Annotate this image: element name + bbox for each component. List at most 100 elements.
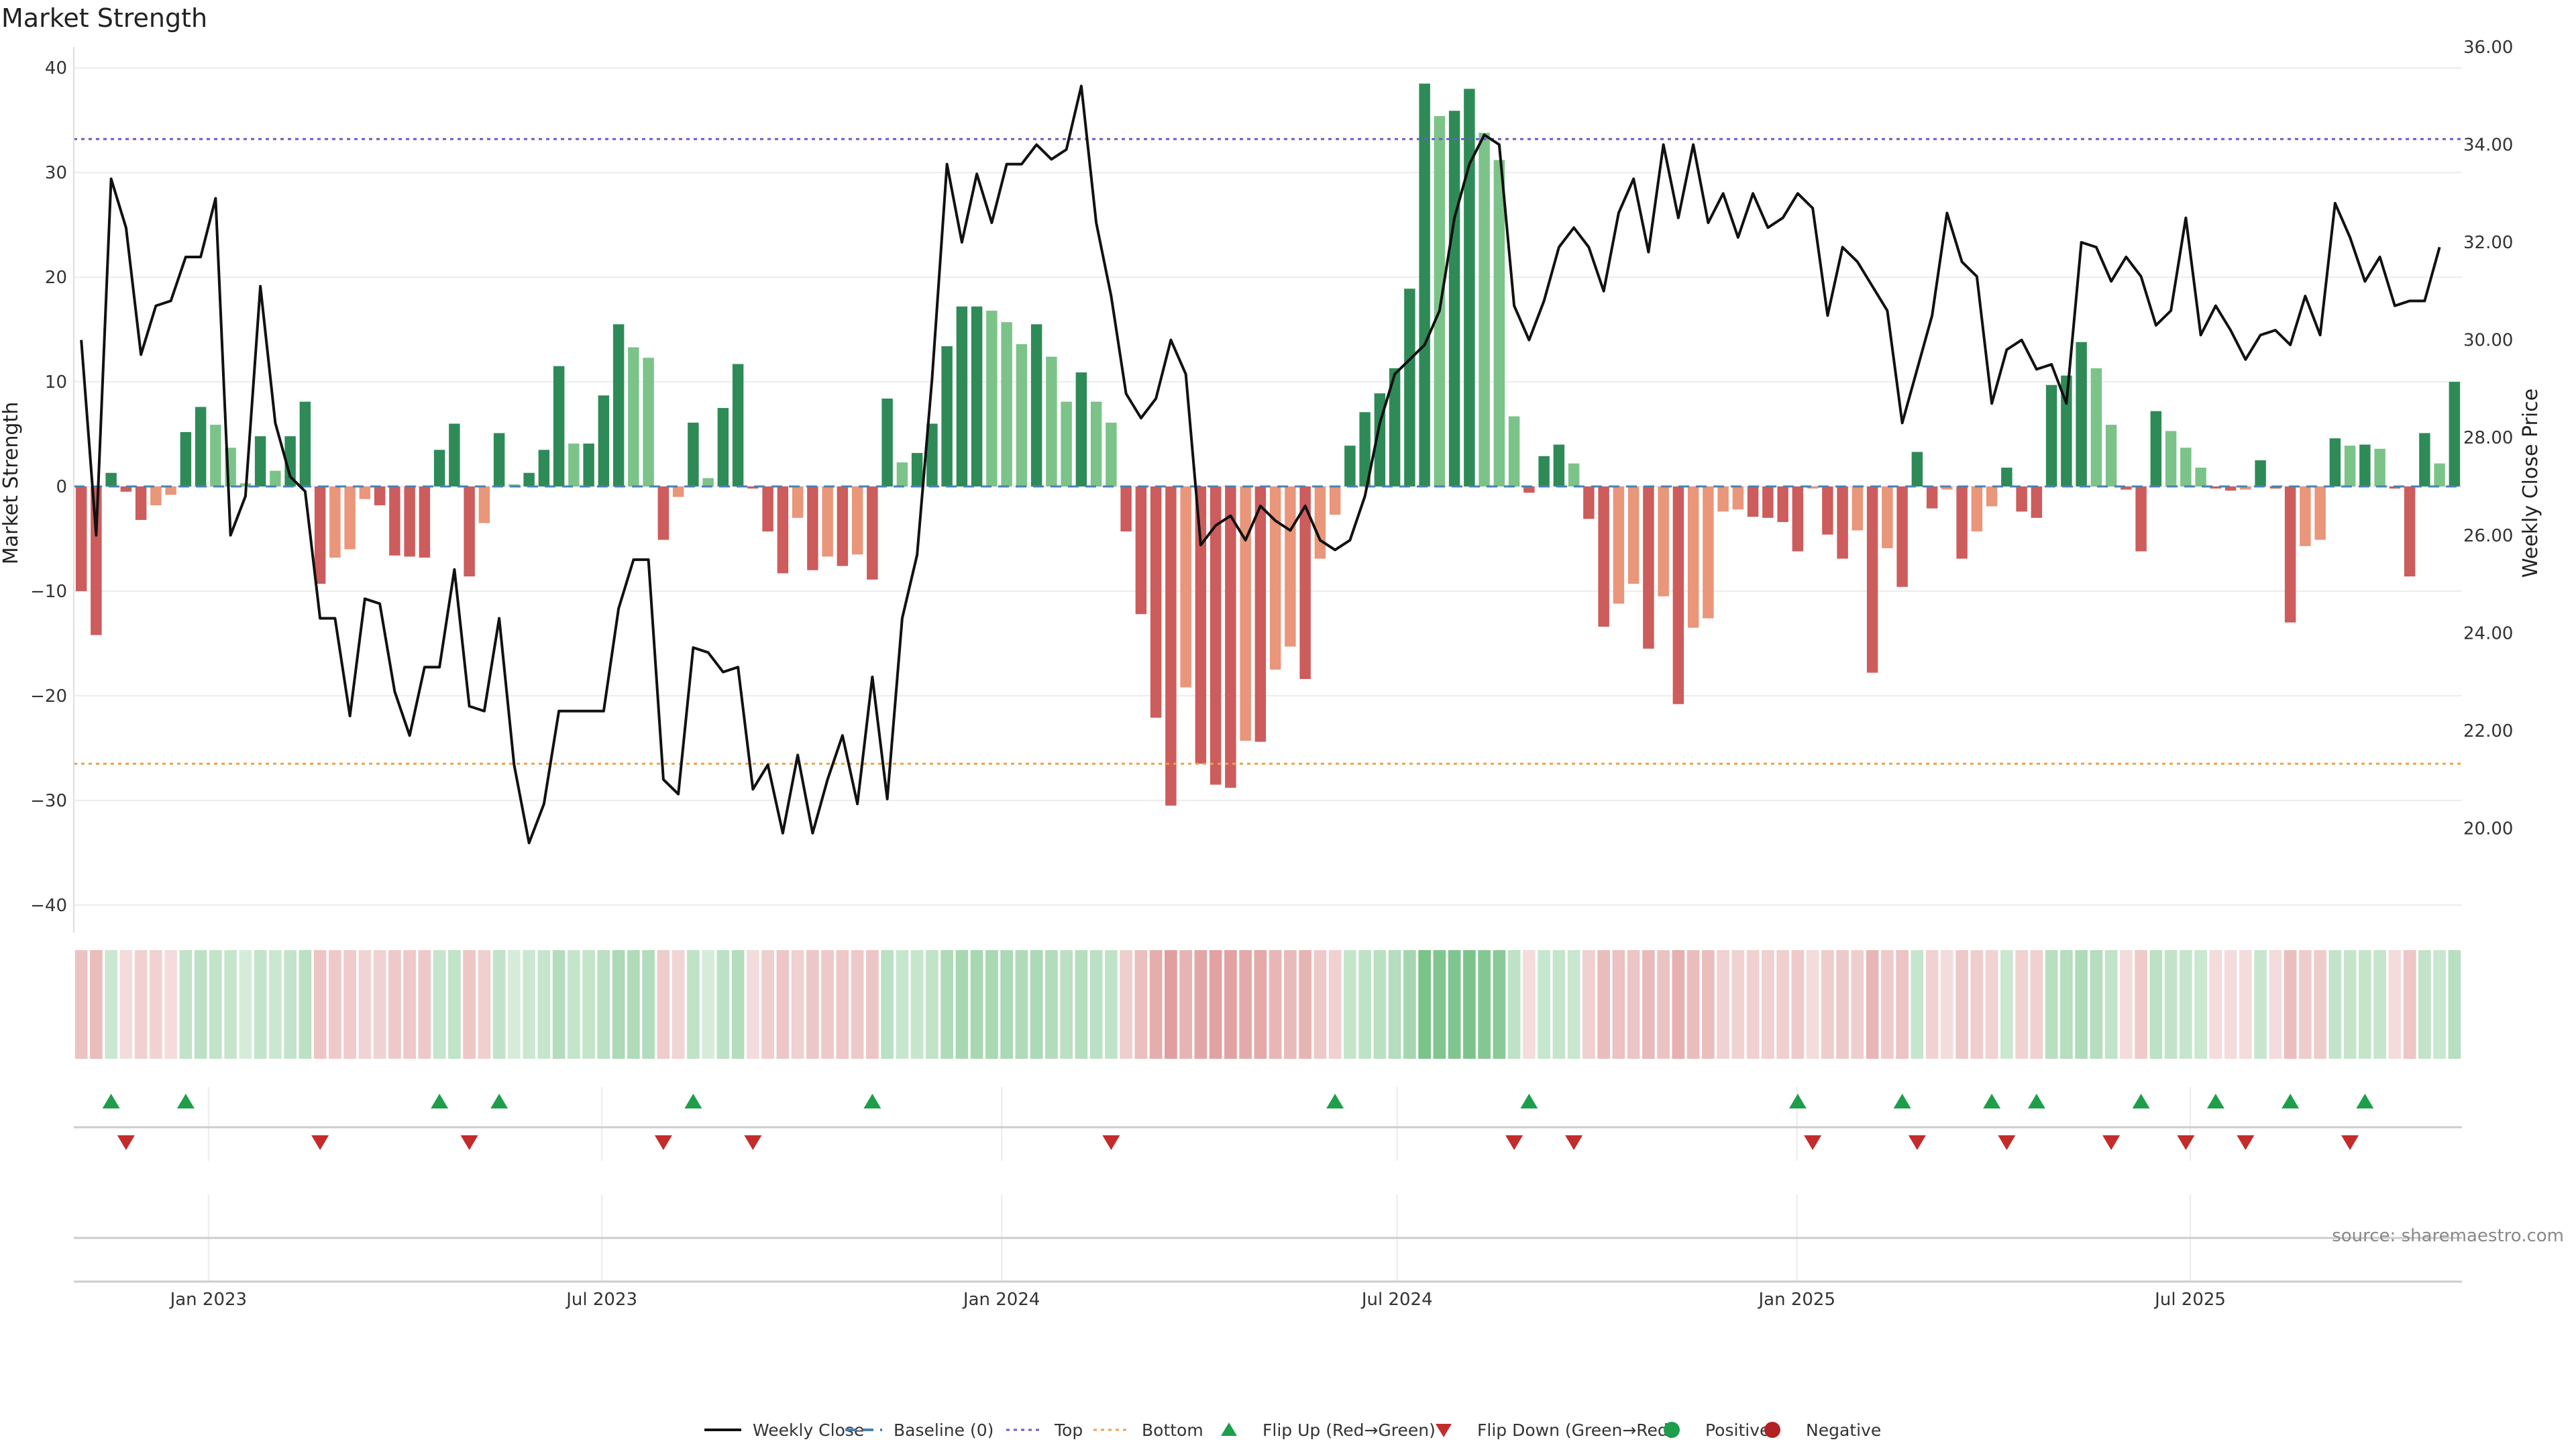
heat-cell xyxy=(2149,950,2163,1059)
strength-bar xyxy=(299,401,311,486)
heat-cell xyxy=(1567,950,1580,1059)
strength-bar xyxy=(165,486,176,495)
source-label: source: sharemaestro.com xyxy=(2332,1226,2564,1246)
strength-bar xyxy=(598,395,610,486)
strength-bar xyxy=(956,306,968,486)
strength-bar xyxy=(911,453,923,486)
strength-bar xyxy=(75,486,87,591)
strength-bar xyxy=(1538,456,1550,486)
heat-cell xyxy=(1120,950,1132,1059)
heat-cell xyxy=(2269,950,2282,1059)
heat-cell xyxy=(1941,950,1953,1059)
strength-bar xyxy=(1941,486,1953,490)
heat-cell xyxy=(1702,950,1715,1059)
heat-cell xyxy=(343,950,356,1059)
heat-cell xyxy=(2224,950,2237,1059)
strength-bar xyxy=(2404,486,2416,577)
left-tick-label: 40 xyxy=(45,58,67,79)
heat-cell xyxy=(1313,950,1327,1059)
strength-bar xyxy=(1926,486,1938,509)
strength-bar xyxy=(2165,431,2177,486)
strength-bar xyxy=(1837,486,1848,559)
heat-cell xyxy=(463,950,476,1059)
heat-cell xyxy=(1179,950,1192,1059)
heat-cell xyxy=(1299,950,1311,1059)
strength-bar xyxy=(1896,486,1908,587)
heat-cell xyxy=(2343,950,2357,1059)
strength-bar xyxy=(1658,486,1669,597)
strength-bar xyxy=(1210,486,1222,785)
heat-cell xyxy=(2239,950,2252,1059)
strength-bar xyxy=(1956,486,1968,559)
strength-bar xyxy=(941,346,953,486)
heat-cell xyxy=(597,950,610,1059)
flip-up-marker xyxy=(2132,1093,2150,1109)
strength-bar xyxy=(896,462,908,486)
heat-cell xyxy=(194,950,207,1059)
heat-cell xyxy=(2299,950,2312,1059)
heat-cell xyxy=(1627,950,1640,1059)
weekly-close-line xyxy=(80,85,2441,845)
heat-cell xyxy=(747,950,759,1059)
strength-bar xyxy=(433,450,445,486)
heat-cell xyxy=(373,950,386,1059)
strength-bar xyxy=(1061,401,1072,486)
strength-bar xyxy=(419,486,431,558)
strength-bar xyxy=(105,472,117,486)
heat-cell xyxy=(224,950,237,1059)
heat-cell xyxy=(2388,950,2402,1059)
strength-bar xyxy=(2076,342,2087,486)
x-tick-label: Jan 2023 xyxy=(169,1290,248,1310)
heat-cell xyxy=(687,950,700,1059)
strength-bar xyxy=(2329,438,2341,486)
heat-cell xyxy=(418,950,431,1059)
strength-bar xyxy=(702,478,714,486)
heat-cell xyxy=(508,950,521,1059)
heat-cell xyxy=(2045,950,2058,1059)
heat-cell xyxy=(1030,950,1043,1059)
heat-cell xyxy=(1344,950,1356,1059)
strength-bar xyxy=(135,486,147,520)
heat-cell xyxy=(1582,950,1595,1059)
legend-swatch xyxy=(1764,1422,1780,1438)
strength-bar xyxy=(2061,375,2072,486)
heat-cell xyxy=(150,950,162,1059)
strength-bar xyxy=(2121,486,2132,490)
flip-down-marker xyxy=(117,1135,135,1151)
heat-cell xyxy=(1284,950,1297,1059)
x-tick-label: Jul 2023 xyxy=(565,1290,637,1310)
strength-bar xyxy=(612,324,625,486)
heat-cell xyxy=(970,950,983,1059)
strength-bar xyxy=(2105,424,2117,486)
strength-bar xyxy=(120,486,132,492)
legend-label: Bottom xyxy=(1142,1420,1203,1440)
flip-down-marker xyxy=(1804,1135,1822,1151)
x-tick-label: Jan 2025 xyxy=(1758,1290,1836,1310)
heat-cell xyxy=(1149,950,1163,1059)
heat-cell xyxy=(284,950,297,1059)
strength-bar xyxy=(270,470,281,486)
heat-cell xyxy=(1538,950,1550,1059)
legend-item: Weekly Close xyxy=(704,1420,864,1440)
left-tick-label: 10 xyxy=(45,372,67,393)
flip-down-marker xyxy=(1908,1135,1926,1151)
legend-item: Baseline (0) xyxy=(845,1420,994,1440)
heat-cell xyxy=(1373,950,1387,1059)
heat-cell xyxy=(269,950,282,1059)
flip-down-marker xyxy=(1998,1135,2016,1151)
heat-cell xyxy=(2328,950,2342,1059)
strength-bar xyxy=(1090,401,1102,486)
strength-bar xyxy=(1627,486,1640,584)
heat-cell xyxy=(492,950,506,1059)
strength-bar xyxy=(1882,486,1893,549)
heat-cell xyxy=(1134,950,1148,1059)
heat-cell xyxy=(1672,950,1685,1059)
strength-bar xyxy=(2300,486,2311,546)
strength-bar xyxy=(628,347,639,486)
strength-bar xyxy=(1404,289,1415,486)
heat-cell xyxy=(1776,950,1789,1059)
flip-up-marker xyxy=(863,1093,881,1109)
strength-bar xyxy=(1016,344,1028,486)
strength-bar xyxy=(2001,467,2012,486)
